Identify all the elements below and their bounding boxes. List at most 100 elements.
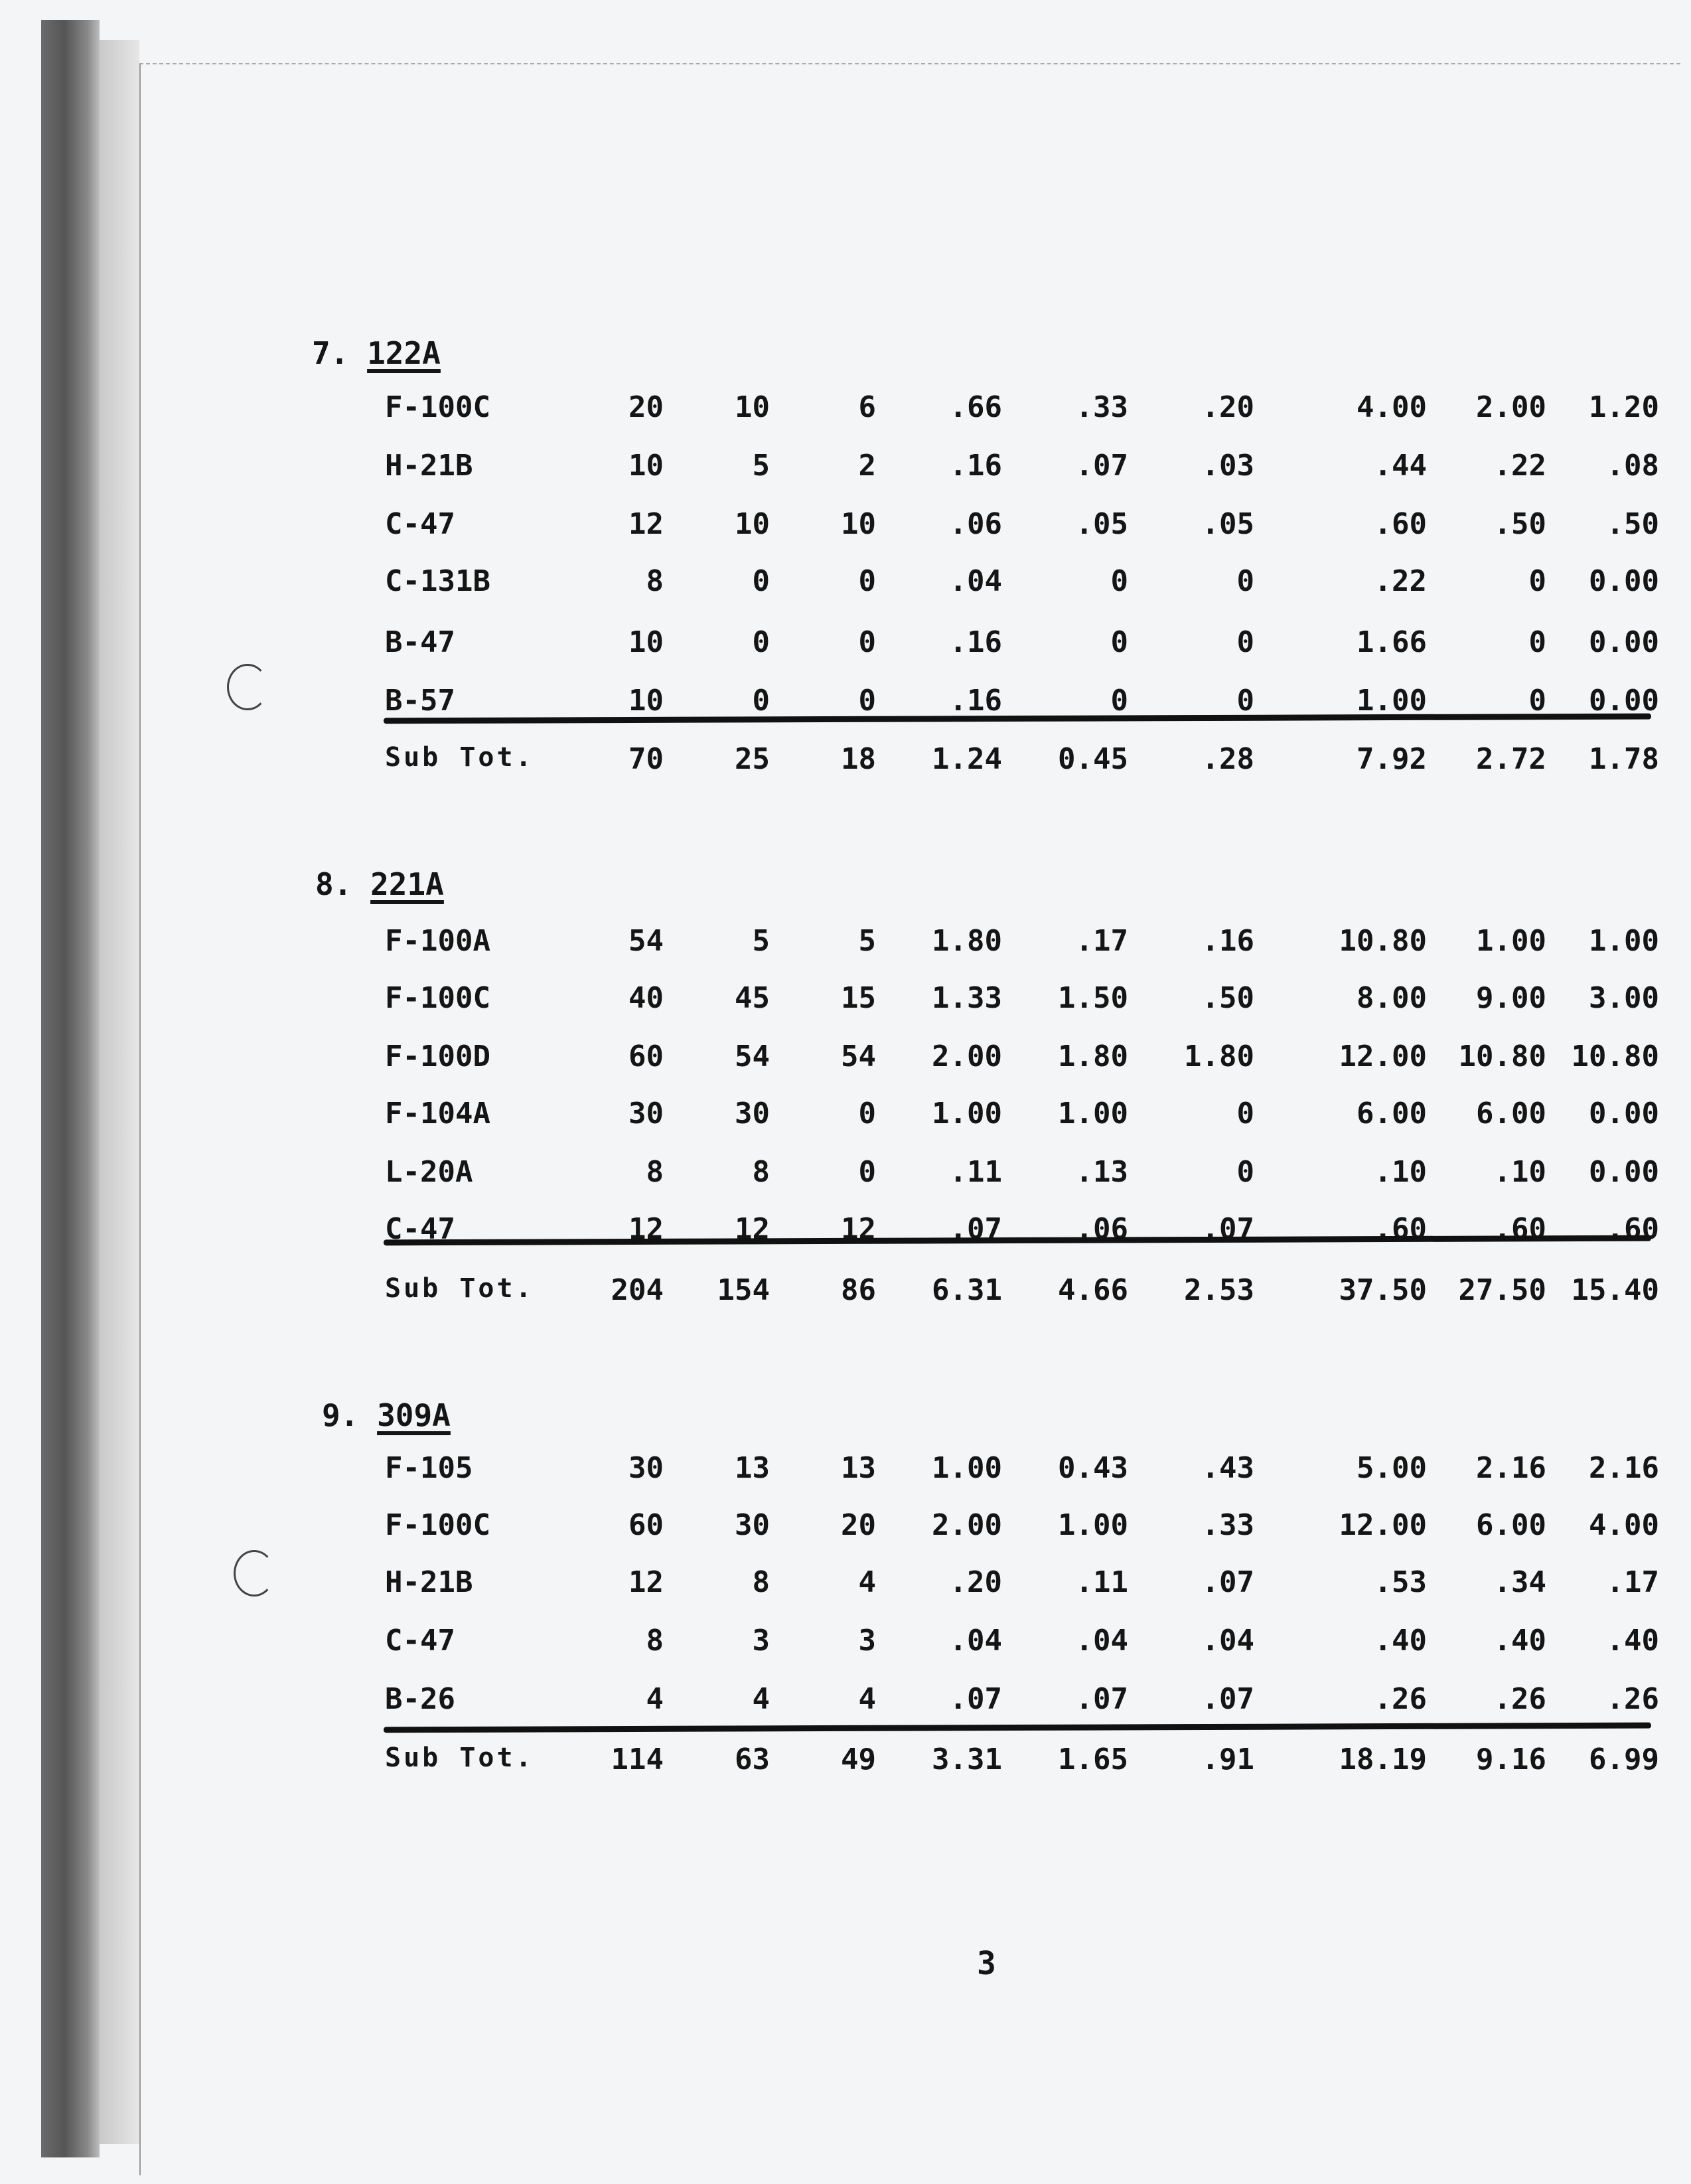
cell-value: .05 <box>1201 507 1254 541</box>
cell-value: 1.00 <box>1058 1508 1128 1542</box>
cell-value: 0.00 <box>1589 625 1659 659</box>
section-number: 9. <box>322 1397 359 1433</box>
cell-value: 1.20 <box>1589 390 1659 424</box>
section-heading: 9. 309A <box>322 1397 451 1433</box>
cell-value: 4 <box>752 1682 771 1716</box>
cell-value: 4 <box>858 1565 877 1599</box>
cell-value: .13 <box>1075 1155 1128 1189</box>
cell-value: 10 <box>628 449 664 483</box>
aircraft-label: C-131B <box>385 564 490 598</box>
cell-value: .16 <box>949 684 1002 718</box>
subtotal-row: Sub Tot. 204 154 86 6.31 4.66 2.53 37.50 27.50 15… <box>0 1273 1691 1313</box>
cell-value: .34 <box>1493 1565 1546 1599</box>
scan-shadow <box>100 40 139 2144</box>
aircraft-label: C-47 <box>385 507 455 541</box>
page-number: 3 <box>977 1945 996 1982</box>
cell-value: 4.00 <box>1589 1508 1659 1542</box>
cell-value: 0 <box>1110 625 1129 659</box>
cell-value: 2.00 <box>932 1040 1002 1073</box>
aircraft-label: F-104A <box>385 1097 490 1131</box>
cell-value: 6.99 <box>1589 1743 1659 1776</box>
cell-value: .16 <box>1201 924 1254 958</box>
cell-value: 86 <box>841 1273 876 1307</box>
cell-value: .22 <box>1374 564 1427 598</box>
cell-value: 30 <box>735 1508 770 1542</box>
cell-value: .03 <box>1201 449 1254 483</box>
cell-value: .16 <box>949 625 1002 659</box>
cell-value: 154 <box>717 1273 770 1307</box>
cell-value: 49 <box>841 1743 876 1776</box>
subtotal-label: Sub Tot. <box>385 1743 534 1773</box>
table-row: B-26 4 4 4 .07 .07 .07 .26 .26 .26 <box>0 1682 1691 1722</box>
cell-value: 0 <box>1110 564 1129 598</box>
cell-value: 0 <box>1236 1097 1255 1131</box>
cell-value: 8 <box>752 1565 771 1599</box>
cell-value: .17 <box>1075 924 1128 958</box>
cell-value: .07 <box>949 1682 1002 1716</box>
cell-value: 60 <box>628 1040 664 1073</box>
section-code: 122A <box>367 335 441 371</box>
cell-value: 4.66 <box>1058 1273 1128 1307</box>
table-row: F-100C 40 45 15 1.33 1.50 .50 8.00 9.00 3.00 <box>0 981 1691 1021</box>
cell-value: 4 <box>858 1682 877 1716</box>
cell-value: 10 <box>735 507 770 541</box>
cell-value: 0.00 <box>1589 1097 1659 1131</box>
cell-value: 3.00 <box>1589 981 1659 1015</box>
cell-value: 4.00 <box>1357 390 1427 424</box>
aircraft-label: H-21B <box>385 1565 473 1599</box>
cell-value: .44 <box>1374 449 1427 483</box>
cell-value: 0 <box>858 1097 877 1131</box>
cell-value: .07 <box>1201 1682 1254 1716</box>
cell-value: 2.00 <box>1476 390 1546 424</box>
cell-value: .04 <box>949 1624 1002 1658</box>
cell-value: 2.16 <box>1476 1451 1546 1485</box>
cell-value: 0.00 <box>1589 684 1659 718</box>
cell-value: .53 <box>1374 1565 1427 1599</box>
cell-value: 63 <box>735 1743 770 1776</box>
page-border <box>139 63 1680 2175</box>
cell-value: 12.00 <box>1339 1040 1427 1073</box>
cell-value: 3.31 <box>932 1743 1002 1776</box>
cell-value: 15.40 <box>1571 1273 1659 1307</box>
cell-value: .07 <box>1075 1682 1128 1716</box>
cell-value: 10.80 <box>1458 1040 1546 1073</box>
cell-value: .26 <box>1493 1682 1546 1716</box>
cell-value: 8 <box>646 1155 664 1189</box>
cell-value: 1.00 <box>1476 924 1546 958</box>
cell-value: 1.00 <box>1357 684 1427 718</box>
cell-value: 4 <box>646 1682 664 1716</box>
cell-value: .40 <box>1374 1624 1427 1658</box>
cell-value: 1.78 <box>1589 742 1659 776</box>
cell-value: 12 <box>628 507 664 541</box>
cell-value: .07 <box>1075 449 1128 483</box>
cell-value: .17 <box>1606 1565 1659 1599</box>
cell-value: 0 <box>858 684 877 718</box>
cell-value: 12.00 <box>1339 1508 1427 1542</box>
cell-value: .16 <box>949 449 1002 483</box>
cell-value: 0.43 <box>1058 1451 1128 1485</box>
cell-value: 1.24 <box>932 742 1002 776</box>
cell-value: 8 <box>752 1155 771 1189</box>
cell-value: 18.19 <box>1339 1743 1427 1776</box>
cell-value: .33 <box>1075 390 1128 424</box>
cell-value: 0.00 <box>1589 1155 1659 1189</box>
cell-value: 0 <box>1110 684 1129 718</box>
cell-value: 25 <box>735 742 770 776</box>
section-code: 221A <box>370 866 444 902</box>
section-number: 8. <box>315 866 352 902</box>
cell-value: 10 <box>628 684 664 718</box>
cell-value: 13 <box>735 1451 770 1485</box>
cell-value: 3 <box>752 1624 771 1658</box>
cell-value: 5 <box>752 924 771 958</box>
cell-value: 37.50 <box>1339 1273 1427 1307</box>
cell-value: 8.00 <box>1357 981 1427 1015</box>
cell-value: 1.80 <box>1058 1040 1128 1073</box>
cell-value: 0 <box>1236 1155 1255 1189</box>
cell-value: .10 <box>1493 1155 1546 1189</box>
subtotal-label: Sub Tot. <box>385 742 534 773</box>
cell-value: .50 <box>1201 981 1254 1015</box>
table-row: C-47 12 12 12.07.06.07.60.60.60 <box>0 1212 1691 1252</box>
cell-value: 9.00 <box>1476 981 1546 1015</box>
cell-value: 8 <box>646 564 664 598</box>
cell-value: .11 <box>949 1155 1002 1189</box>
